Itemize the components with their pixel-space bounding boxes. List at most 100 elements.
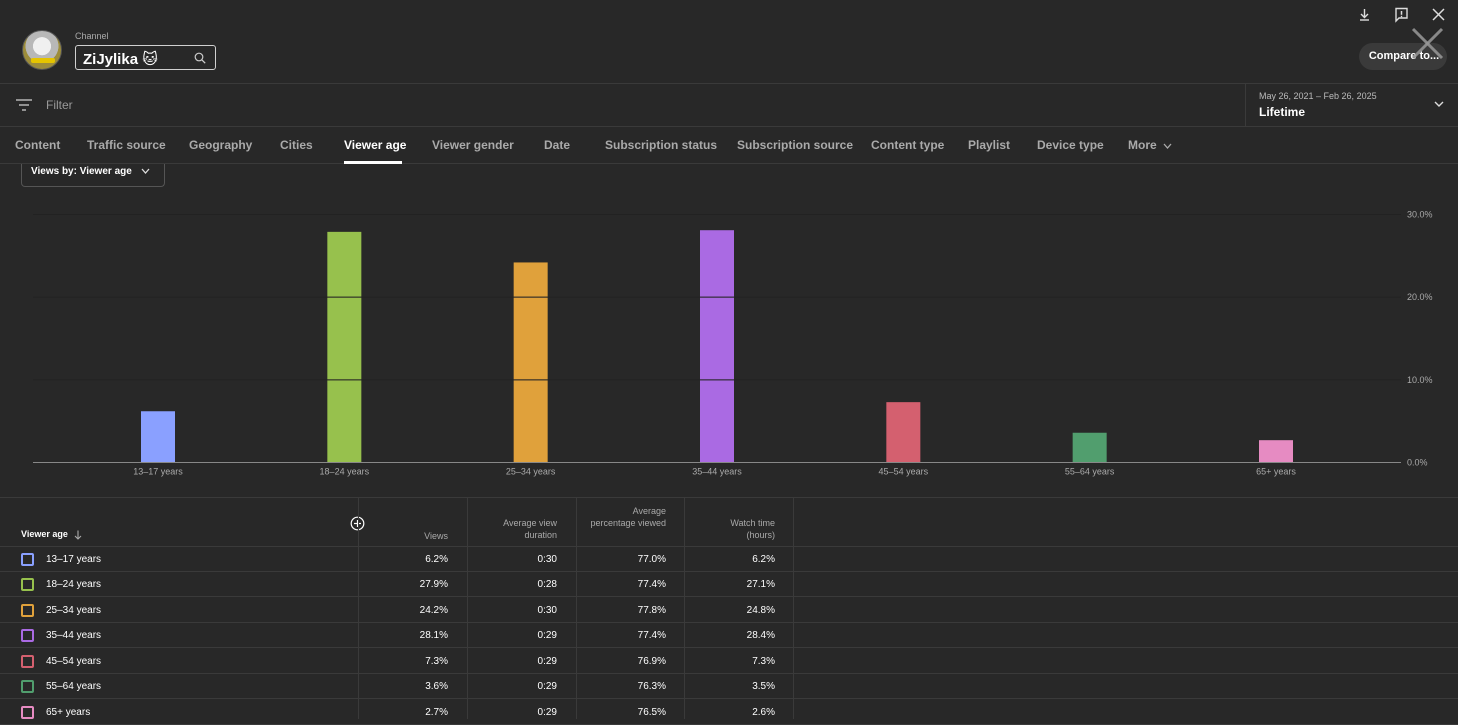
tab-viewer-age[interactable]: Viewer age: [344, 138, 407, 152]
filter-input[interactable]: Filter: [46, 98, 73, 112]
date-period-label: Lifetime: [1259, 105, 1306, 119]
date-range-selector[interactable]: May 26, 2021 – Feb 26, 2025 Lifetime: [1245, 84, 1458, 127]
column-divider: [576, 498, 577, 719]
row-watch-time: 6.2%: [752, 554, 775, 565]
channel-avatar[interactable]: [22, 30, 62, 70]
channel-selector[interactable]: ZiJylika 🐱: [75, 45, 216, 70]
row-watch-time: 7.3%: [752, 656, 775, 667]
chart-bar: [1259, 440, 1293, 463]
chevron-down-icon: [1434, 101, 1444, 107]
tab-viewer-gender[interactable]: Viewer gender: [432, 138, 514, 152]
x-tick-label: 45–54 years: [879, 467, 929, 477]
tab-geography[interactable]: Geography: [189, 138, 253, 152]
row-views: 3.6%: [425, 681, 448, 692]
table-row[interactable]: 65+ years 2.7% 0:29 76.5% 2.6%: [0, 700, 1458, 725]
table-row[interactable]: 35–44 years 28.1% 0:29 77.4% 28.4%: [0, 623, 1458, 648]
row-avg-percentage-viewed: 76.5%: [637, 707, 666, 718]
compare-button[interactable]: Compare to...: [1359, 43, 1447, 70]
x-tick-label: 65+ years: [1256, 467, 1296, 477]
series-toggle-checkbox[interactable]: [21, 680, 34, 693]
row-watch-time: 28.4%: [746, 630, 775, 641]
column-divider: [684, 498, 685, 719]
row-age-label: 35–44 years: [46, 630, 102, 641]
chevron-down-icon: [1163, 143, 1172, 149]
tab-date[interactable]: Date: [544, 138, 571, 152]
tab-subscription-status[interactable]: Subscription status: [605, 138, 718, 152]
channel-name: ZiJylika 🐱: [83, 51, 158, 68]
viewer-age-table: Viewer age Views Average view duration A…: [0, 497, 1458, 725]
tab-device-type[interactable]: Device type: [1037, 138, 1104, 152]
table-row[interactable]: 45–54 years 7.3% 0:29 76.9% 7.3%: [0, 649, 1458, 674]
filter-bar: Filter May 26, 2021 – Feb 26, 2025 Lifet…: [0, 84, 1458, 127]
add-column-icon[interactable]: [350, 516, 365, 531]
tab-traffic-source[interactable]: Traffic source: [87, 138, 166, 152]
series-toggle-checkbox[interactable]: [21, 578, 34, 591]
tab-playlist[interactable]: Playlist: [968, 138, 1011, 152]
close-icon[interactable]: [1430, 6, 1447, 23]
series-toggle-checkbox[interactable]: [21, 629, 34, 642]
tab-bar: Content Traffic source Geography Cities …: [0, 127, 1458, 164]
x-tick-label: 13–17 years: [133, 467, 183, 477]
download-icon[interactable]: [1356, 6, 1373, 23]
tab-more-label: More: [1128, 138, 1157, 152]
row-avg-percentage-viewed: 76.9%: [637, 656, 666, 667]
search-icon[interactable]: [194, 52, 206, 64]
series-toggle-checkbox[interactable]: [21, 655, 34, 668]
y-tick-label: 20.0%: [1407, 292, 1433, 302]
tab-content[interactable]: Content: [15, 138, 61, 152]
chart-bar: [513, 262, 548, 463]
y-tick-label: 30.0%: [1407, 210, 1433, 220]
column-header-views[interactable]: Views: [424, 531, 448, 541]
tab-cities[interactable]: Cities: [280, 138, 313, 152]
series-toggle-checkbox[interactable]: [21, 553, 34, 566]
row-views: 6.2%: [425, 554, 448, 565]
tab-content-type[interactable]: Content type: [871, 138, 945, 152]
column-header-average-view-duration[interactable]: Average view duration: [503, 518, 557, 540]
filter-icon[interactable]: [16, 99, 32, 111]
viewer-age-bar-chart: 0.0% 10.0% 20.0% 30.0% 13–17 years 18–24 year…: [33, 210, 1433, 477]
row-views: 7.3%: [425, 656, 448, 667]
chart-bar: [1072, 432, 1107, 463]
table-row[interactable]: 55–64 years 3.6% 0:29 76.3% 3.5%: [0, 674, 1458, 699]
column-divider: [467, 498, 468, 719]
row-avg-percentage-viewed: 76.3%: [637, 681, 666, 692]
table-row[interactable]: 13–17 years 6.2% 0:30 77.0% 6.2%: [0, 547, 1458, 572]
x-tick-label: 55–64 years: [1065, 467, 1115, 477]
row-avg-view-duration: 0:29: [537, 630, 557, 641]
row-age-label: 55–64 years: [46, 681, 102, 692]
y-tick-label: 0.0%: [1407, 458, 1428, 468]
row-watch-time: 2.6%: [752, 707, 775, 718]
active-tab-indicator: [344, 161, 402, 164]
column-divider: [793, 498, 794, 719]
row-age-label: 13–17 years: [46, 554, 102, 565]
chart-bar: [327, 231, 362, 463]
column-header-viewer-age[interactable]: Viewer age: [21, 529, 82, 540]
table-row[interactable]: 25–34 years 24.2% 0:30 77.8% 24.8%: [0, 598, 1458, 623]
table-row[interactable]: 18–24 years 27.9% 0:28 77.4% 27.1%: [0, 572, 1458, 597]
close-overlay-icon[interactable]: [1410, 26, 1445, 61]
feedback-icon[interactable]: [1393, 6, 1410, 23]
series-toggle-checkbox[interactable]: [21, 604, 34, 617]
tab-more[interactable]: More: [1128, 138, 1172, 152]
column-header-viewer-age-label: Viewer age: [21, 529, 68, 539]
row-watch-time: 27.1%: [746, 579, 775, 590]
column-header-average-percentage-viewed[interactable]: Average percentage viewed: [590, 506, 666, 528]
x-tick-label: 18–24 years: [320, 467, 370, 477]
chart-bar: [700, 230, 734, 463]
row-age-label: 45–54 years: [46, 656, 102, 667]
row-avg-percentage-viewed: 77.8%: [637, 605, 666, 616]
metric-dropdown[interactable]: Views by: Viewer age: [21, 164, 165, 187]
series-toggle-checkbox[interactable]: [21, 706, 34, 719]
sort-arrow-down-icon: [74, 530, 82, 540]
row-avg-view-duration: 0:29: [537, 707, 557, 718]
tab-subscription-source[interactable]: Subscription source: [737, 138, 854, 152]
row-avg-view-duration: 0:30: [537, 554, 557, 565]
chevron-down-icon: [141, 168, 150, 174]
chart-bar: [141, 411, 175, 463]
row-age-label: 18–24 years: [46, 579, 102, 590]
row-avg-percentage-viewed: 77.0%: [637, 554, 666, 565]
row-avg-view-duration: 0:29: [537, 681, 557, 692]
column-header-watch-time[interactable]: Watch time (hours): [730, 518, 775, 540]
row-age-label: 25–34 years: [46, 605, 102, 616]
channel-header: Channel ZiJylika 🐱 Compare to...: [0, 0, 1458, 84]
